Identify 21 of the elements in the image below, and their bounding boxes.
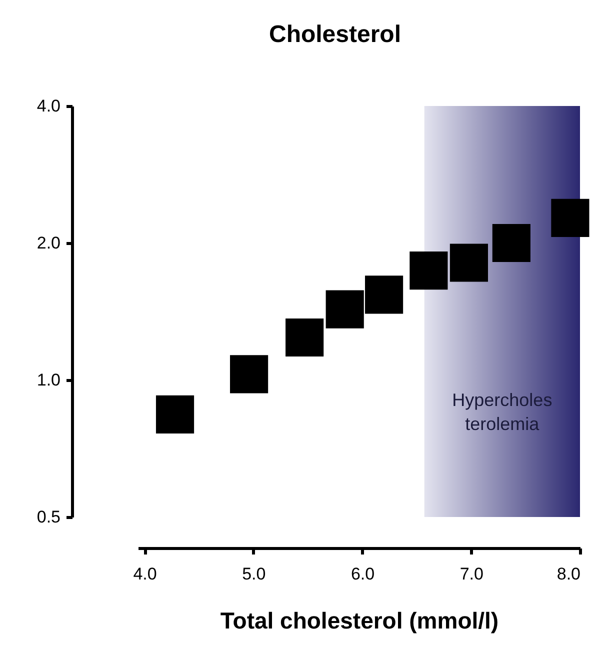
point (450, 244, 488, 282)
x-tick-label: 4.0 (133, 564, 157, 584)
x-tick-label: 7.0 (460, 564, 484, 584)
x-axis-title: Total cholesterol (mmol/l) (220, 608, 499, 634)
point (286, 318, 324, 357)
y-tick-label: 2.0 (36, 234, 60, 252)
point (551, 198, 590, 238)
y-tick-label: 4.0 (36, 96, 60, 116)
point (365, 276, 404, 314)
point (492, 224, 530, 262)
y-tick-label: 1.0 (36, 370, 60, 390)
point (410, 251, 448, 290)
point (326, 290, 364, 328)
point (230, 355, 268, 394)
band-label: Hypercholes terolemia (452, 390, 552, 434)
x-tick-label: 5.0 (242, 564, 266, 584)
x-tick-label: 8.0 (556, 564, 580, 584)
point (156, 395, 194, 434)
x-tick-label: 6.0 (350, 564, 375, 584)
y-tick-label: 0.5 (36, 508, 60, 526)
chart-title: Cholesterol (268, 21, 402, 48)
